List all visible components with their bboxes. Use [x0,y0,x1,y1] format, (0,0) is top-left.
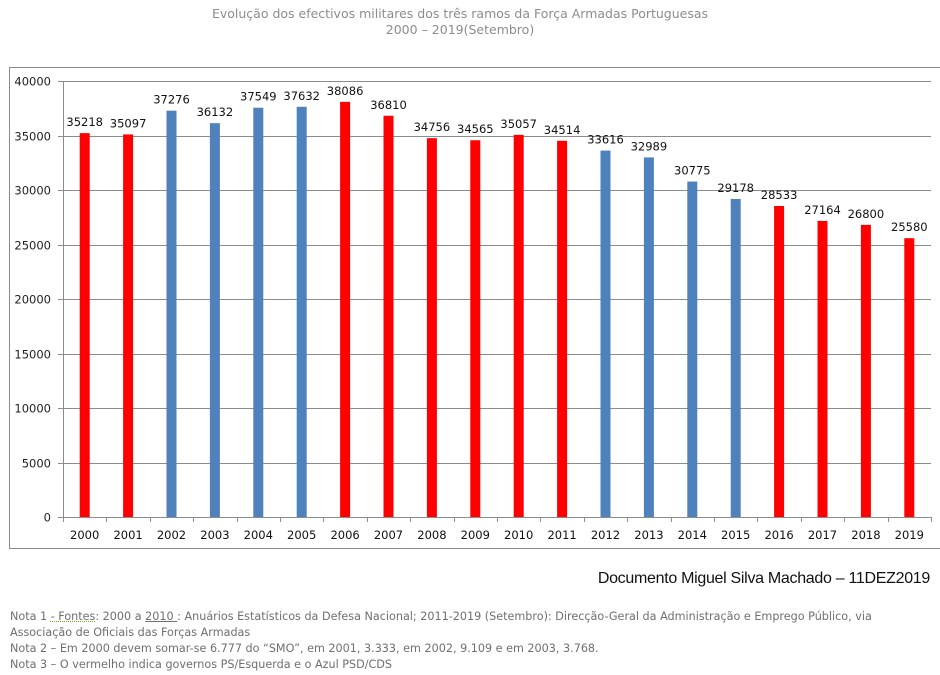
bar-2001 [123,134,134,518]
y-tick-label: 35000 [14,130,51,144]
x-tick-label: 2012 [591,528,620,542]
chart-subtitle: 2000 – 2019(Setembro) [385,22,535,37]
bar-2015 [730,198,741,518]
bar-2002 [166,110,177,518]
x-tick-label: 2014 [678,528,707,542]
data-label-2008: 34756 [414,120,451,134]
x-tick-label: 2011 [547,528,576,542]
bar-chart: 0 5000 10000 15000 20000 25000 30000 35000 40000… [14,75,932,542]
data-label-2000: 35218 [66,115,103,129]
data-label-2009: 34565 [457,122,494,136]
note-1-sources: : Anuários Estatísticos da Defesa Nacion… [177,610,872,623]
bar-2000 [79,133,90,517]
bar-2007 [383,115,394,517]
note-1: Nota 1 - Fontes: 2000 a 2010 : Anuários … [10,609,935,625]
author-credit: Documento Miguel Silva Machado – 11DEZ20… [597,570,930,587]
y-tick-label: 5000 [22,457,51,471]
note-1-prefix: Nota 1 [10,610,51,623]
x-tick-label: 2013 [634,528,663,542]
data-label-2016: 28533 [761,188,798,202]
bar-2014 [687,181,698,517]
bar-2003 [209,123,220,518]
x-tick-label: 2007 [374,528,403,542]
note-1-fontes: Fontes [58,610,96,623]
bar-2018 [860,224,871,517]
x-tick-label: 2017 [808,528,837,542]
x-tick-label: 2004 [244,528,273,542]
notes-block: Nota 1 - Fontes: 2000 a 2010 : Anuários … [10,609,935,673]
y-tick-label: 10000 [14,402,51,416]
data-label-2015: 29178 [717,181,754,195]
x-tick-label: 2008 [417,528,446,542]
x-tick-label: 2006 [330,528,359,542]
x-tick-label: 2003 [200,528,229,542]
x-tick-label: 2010 [504,528,533,542]
y-tick-label: 40000 [14,75,51,89]
data-label-2013: 32989 [631,139,668,153]
y-tick-label: 30000 [14,184,51,198]
note-2: Nota 2 – Em 2000 devem somar-se 6.777 do… [10,642,599,655]
data-label-2004: 37549 [240,90,277,104]
bar-2005 [296,106,307,517]
y-tick-label: 20000 [14,293,51,307]
data-label-2007: 36810 [370,98,407,112]
note-1-year: 2010 [145,610,178,623]
data-label-2001: 35097 [110,116,147,130]
chart-title: Evolução dos efectivos militares dos trê… [211,6,709,21]
x-tick-label: 2005 [287,528,316,542]
data-label-2010: 35057 [500,117,537,131]
y-tick-label: 0 [44,511,51,525]
data-label-2003: 36132 [197,105,234,119]
y-tick-label: 25000 [14,239,51,253]
x-tick-label: 2002 [157,528,186,542]
bar-2006 [340,101,351,517]
chart-area: 0 5000 10000 15000 20000 25000 30000 35000 40000… [9,67,940,549]
bar-2012 [600,150,611,517]
data-label-2011: 34514 [544,123,581,137]
data-label-2019: 25580 [891,220,928,234]
bar-2004 [253,107,264,518]
x-tick-label: 2001 [113,528,142,542]
data-label-2017: 27164 [804,203,841,217]
note-1-range: : 2000 a [95,610,146,623]
bar-2011 [557,140,568,517]
x-tick-label: 2019 [895,528,924,542]
x-tick-label: 2015 [721,528,750,542]
bar-2016 [774,205,785,517]
y-tick-label: 15000 [14,348,51,362]
bar-2013 [643,157,654,517]
bar-2010 [513,134,524,517]
bar-2008 [426,138,437,517]
data-label-2006: 38086 [327,84,364,98]
bar-2009 [470,140,481,517]
x-tick-label: 2018 [851,528,880,542]
x-tick-label: 2000 [70,528,99,542]
x-tick-label: 2009 [461,528,490,542]
data-label-2014: 30775 [674,164,711,178]
bar-2017 [817,220,828,517]
data-label-2012: 33616 [587,133,624,147]
data-label-2002: 37276 [153,93,190,107]
bar-2019 [904,238,915,518]
x-tick-label: 2016 [764,528,793,542]
note-1-dash: - [50,610,59,623]
data-label-2005: 37632 [283,89,320,103]
note-1-line-2: Associação de Oficiais das Forças Armada… [10,626,251,639]
note-3: Nota 3 – O vermelho indica governos PS/E… [10,658,393,671]
data-label-2018: 26800 [848,207,885,221]
